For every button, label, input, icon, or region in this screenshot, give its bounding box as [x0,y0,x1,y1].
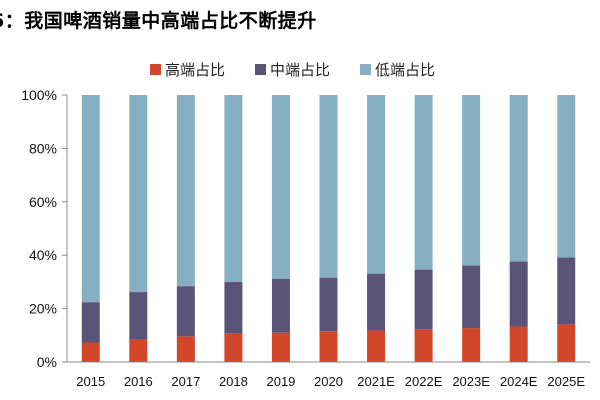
bar-segment-2020-2 [319,95,338,278]
y-tick-label: 100% [21,87,57,103]
x-tick-label: 2025E [547,374,585,389]
bar-segment-2022E-2 [414,95,433,270]
x-tick-label: 2016 [124,374,153,389]
bar-segment-2016-0 [129,339,148,362]
bar-segment-2017-0 [176,336,195,362]
bar-segment-2025E-2 [557,95,576,258]
bars [81,95,576,362]
x-tick-label: 2018 [219,374,248,389]
bar-segment-2015-2 [81,95,100,303]
x-tick-label: 2017 [171,374,200,389]
x-tick-label: 2015 [76,374,105,389]
bar-segment-2025E-1 [557,257,576,325]
x-tick-label: 2022E [405,374,443,389]
y-tick-label: 0% [37,354,57,370]
legend-label-1: 中端占比 [270,61,330,79]
bar-segment-2015-0 [81,342,100,362]
legend-swatch-1 [255,64,266,75]
bar-segment-2018-0 [224,333,243,362]
y-tick-label: 60% [29,194,57,210]
bar-segment-2017-2 [176,95,195,287]
x-tick-label: 2024E [500,374,538,389]
bar-segment-2024E-0 [509,326,528,362]
bar-segment-2021E-2 [367,95,386,274]
bar-segment-2020-1 [319,277,338,332]
bar-segment-2019-2 [271,95,290,279]
legend-swatch-2 [360,64,371,75]
bar-segment-2021E-1 [367,273,386,331]
bar-segment-2023E-0 [462,328,481,362]
bar-segment-2023E-2 [462,95,481,266]
y-axis: 0% 20% 40% 60% 80% 100% [21,87,68,370]
bar-segment-2016-1 [129,292,148,340]
x-tick-label: 2019 [266,374,295,389]
x-axis: 2015 2016 2017 2018 2019 2020 2021E 2022E 2023E 2… [67,361,590,389]
y-tick-label: 20% [29,301,57,317]
bar-segment-2019-1 [271,278,290,333]
x-tick-label: 2023E [452,374,490,389]
x-tick-label: 2021E [357,374,395,389]
legend: 高端占比 中端占比 低端占比 [150,61,435,79]
bar-segment-2015-1 [81,302,100,343]
bar-segment-2022E-0 [414,329,433,362]
bar-segment-2024E-2 [509,95,528,262]
bar-segment-2024E-1 [509,261,528,327]
y-tick-label: 80% [29,140,57,156]
bar-segment-2023E-1 [462,265,481,329]
bar-segment-2016-2 [129,95,148,293]
bar-segment-2021E-0 [367,330,386,362]
legend-label-2: 低端占比 [375,61,435,79]
bar-segment-2017-1 [176,286,195,337]
bar-segment-2025E-0 [557,324,576,362]
legend-label-0: 高端占比 [165,61,225,79]
x-tick-label: 2020 [314,374,343,389]
chart-title: 6：我国啤酒销量中高端占比不断提升 [0,10,317,32]
bar-segment-2020-0 [319,331,338,362]
bar-segment-2018-1 [224,281,243,334]
bar-segment-2018-2 [224,95,243,282]
legend-swatch-0 [150,64,161,75]
y-tick-label: 40% [29,247,57,263]
bar-segment-2019-0 [271,332,290,362]
bar-segment-2022E-1 [414,269,433,330]
